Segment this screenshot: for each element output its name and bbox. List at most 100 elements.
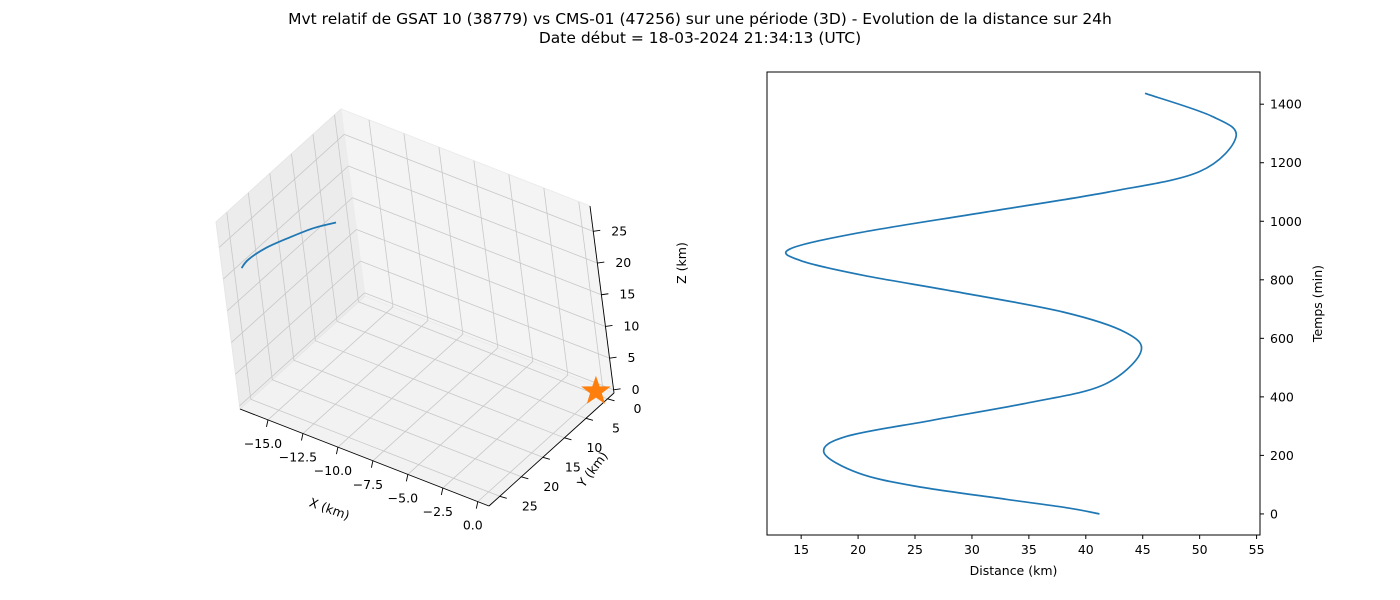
y-tick-label: 25 xyxy=(522,498,538,513)
x-axis-label: X (km) xyxy=(307,495,351,523)
x-tick-label: −7.5 xyxy=(353,477,383,492)
x-tick-label: −15.0 xyxy=(244,436,282,451)
z-tick-label: 0 xyxy=(632,382,640,397)
x-tick-label: 45 xyxy=(1135,542,1151,557)
grid-line xyxy=(336,320,587,419)
grid-line xyxy=(543,187,569,376)
x-tick-label: −12.5 xyxy=(279,450,317,465)
y-tick-mark xyxy=(607,398,615,402)
y-tick-mark xyxy=(542,456,551,460)
grid-line xyxy=(272,379,522,478)
grid-line xyxy=(368,119,394,307)
y-tick-label: 0 xyxy=(634,401,642,416)
x-tick-label: 30 xyxy=(964,542,980,557)
y-tick-mark xyxy=(585,417,594,421)
x-tick-mark xyxy=(370,460,374,468)
grid-line xyxy=(293,359,544,458)
y-axis-label: Temps (min) xyxy=(1310,265,1325,343)
z-tick-label: 25 xyxy=(611,223,627,238)
grid-line xyxy=(372,347,499,462)
grid-line xyxy=(578,201,604,389)
grid-line xyxy=(403,133,429,321)
x-tick-label: 35 xyxy=(1021,542,1037,557)
trajectory-line xyxy=(240,221,337,269)
y-tick-label: 15 xyxy=(565,459,581,474)
grid-line xyxy=(223,165,349,280)
y-tick-mark xyxy=(521,476,529,480)
y-tick-mark xyxy=(499,495,507,499)
grid-line xyxy=(442,374,569,489)
x-tick-label: 25 xyxy=(907,542,923,557)
x-tick-label: 55 xyxy=(1249,542,1265,557)
x-tick-label: 15 xyxy=(793,542,809,557)
x-tick-label: −2.5 xyxy=(423,504,453,519)
y-tick-label: 1400 xyxy=(1270,97,1302,112)
z-tick-label: 20 xyxy=(615,255,631,270)
z-tick-label: 5 xyxy=(628,350,636,365)
grid-line xyxy=(267,306,394,421)
grid-line xyxy=(291,153,316,341)
grid-line xyxy=(344,133,594,232)
y-tick-label: 5 xyxy=(612,420,620,435)
y-tick-label: 200 xyxy=(1270,448,1294,463)
x-axis-line xyxy=(239,408,490,507)
grid-line xyxy=(352,197,602,296)
distance-series-line xyxy=(784,92,1238,515)
grid-line xyxy=(250,398,500,497)
x-tick-mark xyxy=(440,487,444,496)
grid-line xyxy=(348,165,598,264)
x-tick-label: 50 xyxy=(1192,542,1208,557)
z-tick-mark xyxy=(613,388,621,391)
grid-line xyxy=(239,292,365,407)
grid-line xyxy=(269,173,295,361)
grid-line xyxy=(360,260,610,359)
grid-line xyxy=(477,388,604,502)
grid-line xyxy=(438,147,464,335)
grid-line xyxy=(302,320,429,434)
grid-line xyxy=(312,134,338,322)
z-axis-line xyxy=(589,205,615,394)
y-tick-label: 800 xyxy=(1270,272,1294,287)
y-tick-label: 10 xyxy=(586,440,602,455)
plot-frame xyxy=(766,71,1261,536)
z-tick-label: 10 xyxy=(623,318,639,333)
grid-line xyxy=(334,114,359,302)
x-tick-label: −5.0 xyxy=(388,490,418,505)
grid-line xyxy=(227,197,353,312)
grid-line xyxy=(358,301,608,400)
chart-title-line-2: Date début = 18-03-2024 21:34:13 (UTC) xyxy=(538,29,862,47)
grid-line xyxy=(315,340,565,439)
grid-line xyxy=(235,260,361,375)
grid-line xyxy=(226,212,252,400)
z-tick-mark xyxy=(601,293,609,296)
x-tick-label: −10.0 xyxy=(314,463,352,478)
x-tick-mark xyxy=(475,501,479,509)
grid-line xyxy=(508,174,534,362)
x-tick-mark xyxy=(405,474,409,482)
x-tick-label: 40 xyxy=(1078,542,1094,557)
x-tick-mark xyxy=(301,433,304,441)
grid-line xyxy=(407,361,534,475)
x-axis-label: Distance (km) xyxy=(970,563,1058,578)
y-tick-label: 0 xyxy=(1270,506,1278,521)
x-tick-label: 0.0 xyxy=(463,518,483,533)
y-tick-label: 600 xyxy=(1270,331,1294,346)
chart-title-line-1: Mvt relatif de GSAT 10 (38779) vs CMS-01… xyxy=(288,10,1112,28)
z-axis-label: Z (km) xyxy=(674,242,689,284)
grid-line xyxy=(247,192,273,380)
x-tick-mark xyxy=(266,419,269,427)
plot-distance: 15 20 25 30 35 40 45 50 55 0 200 400 600 800 1000 1200 1… xyxy=(766,71,1325,578)
grid-line xyxy=(364,292,614,391)
y-tick-label: 1200 xyxy=(1270,155,1302,170)
x-tick-mark xyxy=(335,447,339,455)
y-axis-line xyxy=(488,392,615,507)
grid-line xyxy=(337,333,464,448)
z-tick-mark xyxy=(593,229,601,232)
y-tick-label: 400 xyxy=(1270,389,1294,404)
grid-line xyxy=(218,134,345,248)
grid-line xyxy=(473,160,499,348)
z-tick-mark xyxy=(597,261,605,264)
grid-line xyxy=(231,229,357,343)
z-tick-mark xyxy=(609,356,617,359)
